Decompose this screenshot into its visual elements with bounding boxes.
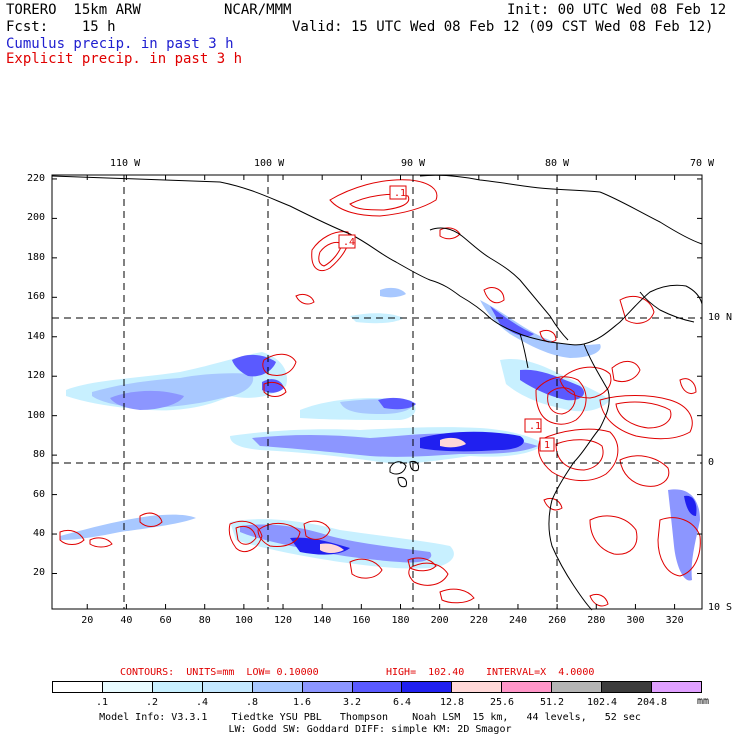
contour-label-3: .1 — [529, 421, 541, 432]
colorbar-tick: 12.8 — [439, 697, 465, 708]
plot-frame — [51, 174, 703, 610]
colorbar-tick: 51.2 — [539, 697, 565, 708]
x-tick-label: 40 — [120, 615, 133, 626]
contour-box-labels: .1 .4 .1 1 — [338, 185, 555, 452]
x-tick-label: 160 — [352, 615, 371, 626]
colorbar-tick: 102.4 — [586, 697, 618, 708]
x-tick-label: 60 — [159, 615, 172, 626]
init-time: Init: 00 UTC Wed 08 Feb 12 — [507, 2, 727, 18]
x-tick-label: 200 — [430, 615, 449, 626]
cumulus-precip-label: Cumulus precip. in past 3 h — [6, 36, 234, 52]
colorbar-cell — [53, 682, 103, 692]
x-tick-label: 80 — [198, 615, 211, 626]
x-tick-label: 100 — [234, 615, 253, 626]
colorbar-cell — [352, 682, 403, 692]
colorbar-unit: mm — [697, 696, 710, 707]
colorbar-cell — [652, 682, 701, 692]
y-tick-label: 220 — [27, 172, 46, 184]
axis-ticks — [52, 175, 702, 609]
x-tick-label: 120 — [274, 615, 293, 626]
precip-colorbar — [52, 681, 702, 693]
contour-label-1: .1 — [394, 188, 406, 199]
colorbar-cell — [502, 682, 553, 692]
colorbar-tick: 1.6 — [292, 697, 312, 708]
colorbar-cell — [602, 682, 653, 692]
contour-units: CONTOURS: UNITS=mm LOW= 0.10000 — [120, 667, 319, 678]
x-tick-label: 140 — [313, 615, 332, 626]
colorbar-tick: 204.8 — [636, 697, 668, 708]
explicit-precip-label: Explicit precip. in past 3 h — [6, 51, 243, 67]
y-tick-label: 60 — [33, 488, 46, 500]
lon-label-100w: 100 W — [254, 158, 285, 169]
y-tick-label: 160 — [27, 291, 46, 303]
colorbar-tick: .4 — [195, 697, 209, 708]
colorbar-cell — [402, 682, 453, 692]
colorbar-tick: .8 — [245, 697, 259, 708]
model-info-line: Model Info: V3.3.1 Tiedtke YSU PBL Thomp… — [99, 712, 641, 723]
colorbar-cell — [552, 682, 603, 692]
physics-info-line: LW: Godd SW: Goddard DIFF: simple KM: 2D… — [228, 724, 512, 735]
colorbar-tick: 6.4 — [392, 697, 412, 708]
cumulus-precip-field — [60, 287, 700, 581]
colorbar-tick: 3.2 — [342, 697, 362, 708]
valid-time: Valid: 15 UTC Wed 08 Feb 12 (09 CST Wed … — [292, 19, 714, 35]
colorbar-cell — [202, 682, 253, 692]
x-tick-label: 300 — [626, 615, 645, 626]
coastlines — [51, 174, 703, 611]
forecast-hour: Fcst: 15 h — [6, 19, 116, 35]
lat-label-10n: 10 N — [708, 312, 733, 323]
contour-label-4: 1 — [544, 440, 550, 451]
x-tick-label: 240 — [508, 615, 528, 626]
colorbar-cell — [452, 682, 503, 692]
colorbar-cell — [252, 682, 303, 692]
x-tick-label: 280 — [587, 615, 606, 626]
lat-label-0: 0 — [708, 457, 715, 468]
colorbar-cell — [102, 682, 153, 692]
y-tick-label: 140 — [27, 330, 46, 342]
x-tick-label: 260 — [548, 615, 567, 626]
y-tick-label: 100 — [27, 409, 46, 421]
y-tick-label: 20 — [33, 567, 46, 579]
model-title: TORERO 15km ARW — [6, 2, 141, 18]
lon-label-90w: 90 W — [401, 158, 426, 169]
lat-label-10s: 10 S — [708, 602, 733, 613]
lon-label-80w: 80 W — [545, 158, 570, 169]
y-tick-label: 180 — [27, 251, 46, 263]
y-tick-label: 200 — [27, 212, 46, 224]
x-tick-label: 320 — [665, 615, 684, 626]
colorbar-tick: .1 — [95, 697, 109, 708]
y-tick-label: 40 — [33, 528, 46, 540]
y-tick-label: 120 — [27, 370, 46, 382]
x-tick-label: 20 — [81, 615, 94, 626]
contour-high: HIGH= 102.40 — [386, 667, 465, 678]
contour-label-2: .4 — [343, 237, 355, 248]
x-tick-label: 180 — [391, 615, 410, 626]
org-label: NCAR/MMM — [224, 2, 292, 18]
y-tick-label: 80 — [33, 449, 46, 461]
explicit-precip-contours — [59, 179, 701, 607]
contour-interval: INTERVAL=X 4.0000 — [486, 667, 595, 678]
x-tick-label: 220 — [469, 615, 488, 626]
lon-label-70w: 70 W — [690, 158, 715, 169]
colorbar-tick: 25.6 — [489, 697, 515, 708]
lon-label-110w: 110 W — [110, 158, 141, 169]
colorbar-cell — [302, 682, 353, 692]
colorbar-cell — [152, 682, 203, 692]
colorbar-tick: .2 — [145, 697, 159, 708]
lat-lon-gridlines — [52, 175, 702, 609]
